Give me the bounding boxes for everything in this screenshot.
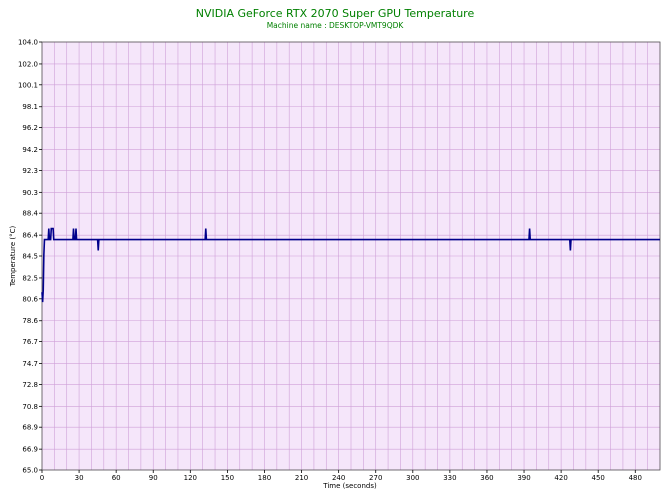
y-tick-label: 74.7 [22,360,38,368]
y-tick-label: 90.3 [22,189,38,197]
x-tick-label: 330 [443,474,456,482]
y-tick-label: 78.6 [22,317,38,325]
y-tick-label: 98.1 [22,103,38,111]
y-tick-label: 92.3 [22,167,38,175]
y-tick-label: 80.6 [22,295,38,303]
y-tick-label: 66.9 [22,446,38,454]
x-tick-label: 0 [40,474,44,482]
series-layer [41,227,660,303]
x-tick-label: 210 [295,474,308,482]
series-line-gpu-temperature [41,227,660,303]
y-tick-label: 100.1 [18,81,38,89]
x-tick-label: 450 [592,474,605,482]
y-tick-label: 68.9 [22,424,38,432]
x-tick-label: 420 [554,474,567,482]
y-tick-label: 84.5 [22,253,38,261]
x-axis-title: Time (seconds) [322,482,377,490]
x-tick-label: 300 [406,474,419,482]
y-tick-label: 72.8 [22,381,38,389]
x-tick-label: 270 [369,474,382,482]
chart-subtitle: Machine name : DESKTOP-VMT9QDK [267,21,405,30]
chart-title: NVIDIA GeForce RTX 2070 Super GPU Temper… [196,7,475,20]
y-axis-title: Temperature (°C) [9,226,17,288]
x-tick-label: 120 [184,474,197,482]
y-tick-label: 104.0 [18,39,38,47]
y-tick-label: 96.2 [22,124,38,132]
y-tick-label: 82.5 [22,274,38,282]
x-tick-label: 90 [149,474,158,482]
y-tick-label: 94.2 [22,146,38,154]
x-tick-label: 180 [258,474,271,482]
x-tick-label: 30 [75,474,84,482]
x-tick-label: 360 [480,474,493,482]
y-tick-label: 70.8 [22,403,38,411]
x-tick-label: 390 [517,474,530,482]
x-tick-label: 150 [221,474,234,482]
x-tick-label: 480 [629,474,642,482]
axes: 0 30 60 90 120 150 180 210 240 270 300 330 360 390 420… [18,39,661,482]
y-tick-label: 88.4 [22,210,38,218]
y-tick-label: 65.0 [22,467,38,475]
y-tick-label: 102.0 [18,60,38,68]
y-tick-label: 86.4 [22,232,38,240]
y-tick-label: 76.7 [22,338,38,346]
x-tick-label: 240 [332,474,345,482]
x-tick-label: 60 [112,474,121,482]
